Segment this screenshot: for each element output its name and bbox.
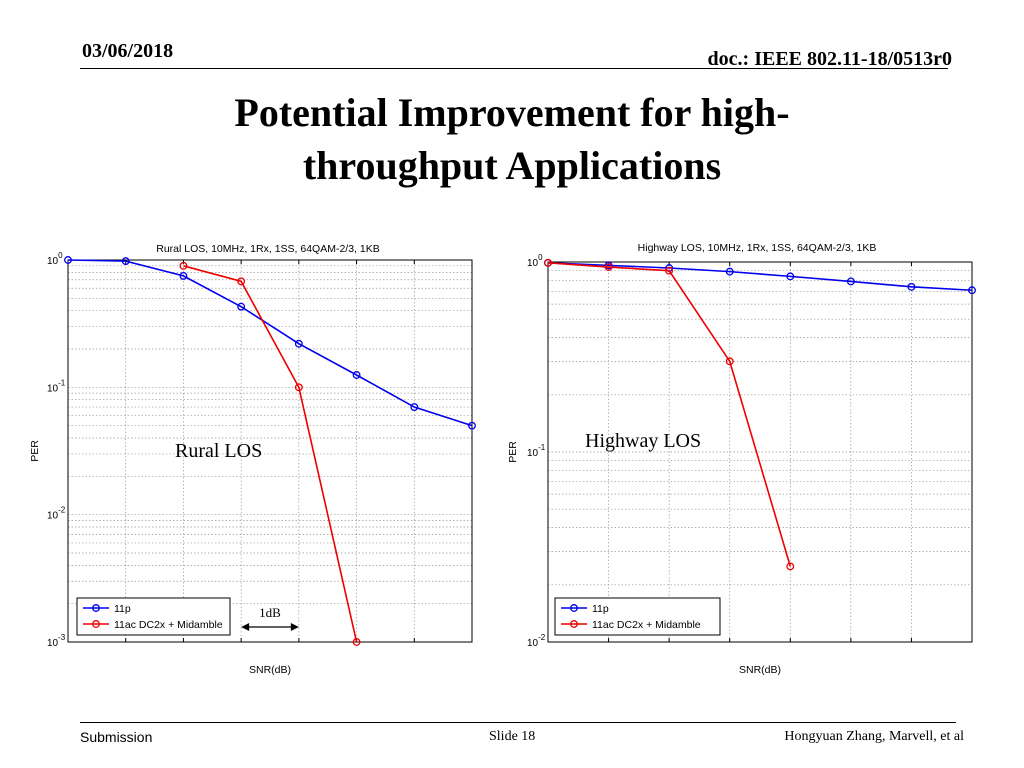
data-point-11p [179,271,188,280]
data-point-11p [121,257,130,266]
legend-swatch-marker [570,620,578,628]
data-point-11ac [544,258,552,267]
legend-box [554,597,721,636]
slide-title-line-1: Potential Improvement for high- [234,90,790,135]
series-line-11p [547,262,973,292]
series-line-11p [67,259,473,427]
data-point-11ac [604,263,613,272]
footer-rule [80,722,956,723]
series-line-11ac [547,262,792,567]
legend-swatch-marker [570,604,578,612]
chart-annotation: Highway LOS [585,430,701,452]
y-tick-label: 10-3 [47,633,66,649]
footer-submission: Submission [80,729,153,745]
data-point-11p [725,267,734,276]
x-axis-label: SNR(dB) [249,664,291,676]
dimension-label: 1dB [259,605,281,620]
header-rule [80,68,948,69]
header-date: 03/06/2018 [82,40,174,62]
axes-box [67,259,473,643]
x-axis-label: SNR(dB) [739,664,781,676]
data-point-11ac [352,638,361,646]
dimension-arrowhead-right [290,623,299,631]
slide-title: Potential Improvement for high- throughp… [0,86,1024,192]
data-point-11p [907,282,916,291]
slide-title-line-2: throughput Applications [302,143,722,188]
footer-slide-number: Slide 18 [489,729,536,744]
legend-label: 11ac DC2x + Midamble [592,619,701,631]
data-point-11p [294,339,303,348]
data-point-11ac [786,562,795,571]
data-point-11ac [665,266,674,275]
footer-author: Hongyuan Zhang, Marvell, et al [784,729,964,744]
y-tick-label: 10-1 [47,378,66,394]
data-point-11p [786,272,795,281]
y-tick-label: 100 [47,251,63,267]
data-point-11ac [179,261,188,270]
legend-swatch-marker [92,620,100,628]
data-point-11p [237,302,246,311]
chart-title: Rural LOS, 10MHz, 1Rx, 1SS, 64QAM-2/3, 1… [156,243,380,255]
series-line-11ac [183,265,358,643]
y-tick-label: 10-1 [527,443,546,459]
plot-area [68,260,472,642]
y-tick-label: 10-2 [527,633,546,649]
data-point-11p [468,421,476,430]
y-axis-label: PER [507,441,519,463]
data-point-11ac [294,383,303,392]
data-point-11ac [237,277,246,286]
chart-title: Highway LOS, 10MHz, 1Rx, 1SS, 64QAM-2/3,… [638,242,877,254]
legend-label: 11p [114,603,131,615]
y-axis-label: PER [29,440,41,462]
y-tick-label: 100 [527,253,543,269]
data-point-11p [410,403,419,412]
data-point-11p [846,277,855,286]
chart-annotation: Rural LOS [175,440,262,462]
dimension-arrowhead-left [241,623,250,631]
data-point-11p [352,371,361,379]
data-point-11ac [725,357,734,366]
axes-box [547,261,973,643]
y-tick-label: 10-2 [47,506,66,522]
legend-label: 11p [592,603,609,615]
legend-label: 11ac DC2x + Midamble [114,619,223,631]
legend-box [76,597,231,636]
data-point-11p [64,256,72,264]
data-point-11p [968,286,976,295]
legend-swatch-marker [92,604,100,612]
header-doc-id: doc.: IEEE 802.11-18/0513r0 [707,48,952,70]
